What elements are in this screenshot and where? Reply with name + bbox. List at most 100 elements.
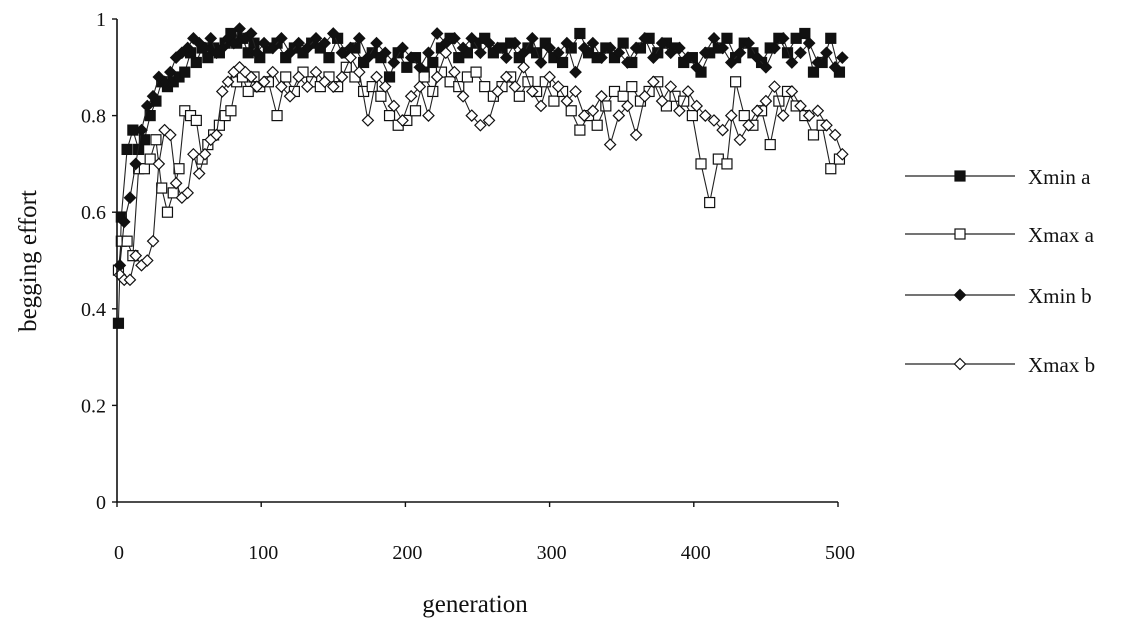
data-point-xmin-b [517,46,530,60]
legend-marker-xmin-b [953,288,967,302]
data-point-xmin-b [820,46,833,60]
y-tick-label: 0.4 [81,299,106,321]
legend-label: Xmax a [1028,223,1095,247]
data-point-xmax-a [375,90,387,102]
data-point-xmin-b [681,51,695,64]
data-point-xmax-a [167,187,179,199]
data-point-xmin-b [215,41,229,55]
data-point-xmax-b [244,70,258,84]
data-point-xmax-b [491,85,505,98]
data-point-xmax-b [768,80,781,93]
data-point-xmax-a [591,119,603,131]
data-point-xmax-b [309,65,323,79]
data-point-xmin-b [204,31,218,45]
y-axis-title: begging effort [15,190,42,332]
data-point-xmax-a [695,158,707,170]
y-tick-label: 0.2 [81,395,106,417]
x-tick-label: 500 [825,542,855,564]
data-point-xmin-b [698,46,712,60]
data-point-xmin-b [250,46,264,60]
data-point-xmin-b [233,22,246,36]
legend-marker-xmin-a [954,170,966,182]
data-point-xmax-a [565,105,577,117]
data-point-xmax-a [409,105,422,117]
data-point-xmin-a [144,109,156,122]
x-tick-label: 300 [537,542,567,564]
y-tick-label: 0.8 [81,106,106,128]
data-point-xmax-b [181,186,195,200]
data-point-xmin-b [716,41,729,55]
data-point-xmax-b [474,118,487,132]
data-point-xmax-b [250,80,264,93]
data-point-xmax-b [698,109,712,122]
data-point-xmin-b [146,89,160,103]
data-point-xmin-b [129,157,143,171]
data-point-xmin-a [427,56,439,69]
data-point-xmax-b [802,109,816,122]
data-point-xmax-b [647,75,660,89]
data-point-xmax-b [543,70,556,84]
data-point-xmin-a [807,66,820,78]
data-point-xmax-b [724,109,738,122]
data-point-xmin-b [707,31,721,45]
data-point-xmin-b [326,27,340,40]
data-point-xmin-b [560,36,574,50]
data-point-xmax-b [577,109,591,122]
data-point-xmin-b [283,46,297,60]
data-point-xmin-b [525,31,539,45]
data-point-xmin-b [508,36,522,50]
data-point-xmin-b [612,46,626,60]
data-point-xmin-b [802,36,816,50]
data-point-xmax-b [508,80,522,93]
data-point-xmin-b [352,31,366,45]
data-point-xmin-b [664,46,678,60]
data-point-xmax-b [560,94,574,108]
data-point-xmin-b [181,41,195,55]
data-point-xmin-b [750,51,764,64]
data-point-xmin-b [309,31,323,45]
data-point-xmax-b [673,104,686,118]
data-point-xmin-b [318,36,331,50]
data-point-xmax-b [465,109,479,122]
data-point-xmax-b [681,85,695,98]
data-point-xmin-a [323,52,335,64]
data-point-xmax-a [190,114,202,127]
data-point-xmax-a [271,109,283,122]
data-point-xmax-a [738,109,750,122]
data-point-xmin-a [721,32,733,44]
data-point-xmax-b [152,157,166,171]
data-point-xmax-b [283,89,297,103]
data-point-xmax-a [144,153,156,165]
data-point-xmax-b [257,75,271,89]
data-point-xmax-b [828,128,842,142]
data-point-xmin-b [828,60,842,74]
data-point-xmax-a [686,109,698,122]
data-point-xmax-a [383,109,396,122]
data-point-xmax-b [169,176,183,190]
data-point-xmax-b [482,114,496,127]
series-xmax-b [113,46,849,287]
data-point-xmax-b [603,138,617,151]
data-point-xmin-a [556,56,569,69]
y-tick-label: 0.6 [81,202,106,224]
data-point-xmin-b [673,41,686,55]
data-point-xmin-a [799,27,811,40]
data-point-xmin-b [370,36,383,50]
data-point-xmax-a [600,100,612,112]
data-point-xmax-b [140,254,154,267]
data-point-xmin-b [378,46,392,60]
data-point-xmin-b [647,51,660,64]
data-point-xmax-a [366,81,378,93]
data-point-xmax-a [121,235,133,247]
y-tick-label: 0 [96,492,106,514]
data-point-xmin-b [266,41,280,55]
data-point-xmax-b [499,70,513,84]
data-point-xmin-b [491,41,505,55]
data-point-xmin-b [742,36,755,50]
legend-marker-xmax-a [954,228,966,240]
data-point-xmin-a [825,32,837,44]
data-point-xmin-b [198,41,212,55]
data-point-xmin-b [361,51,375,64]
data-point-xmax-b [551,80,565,93]
